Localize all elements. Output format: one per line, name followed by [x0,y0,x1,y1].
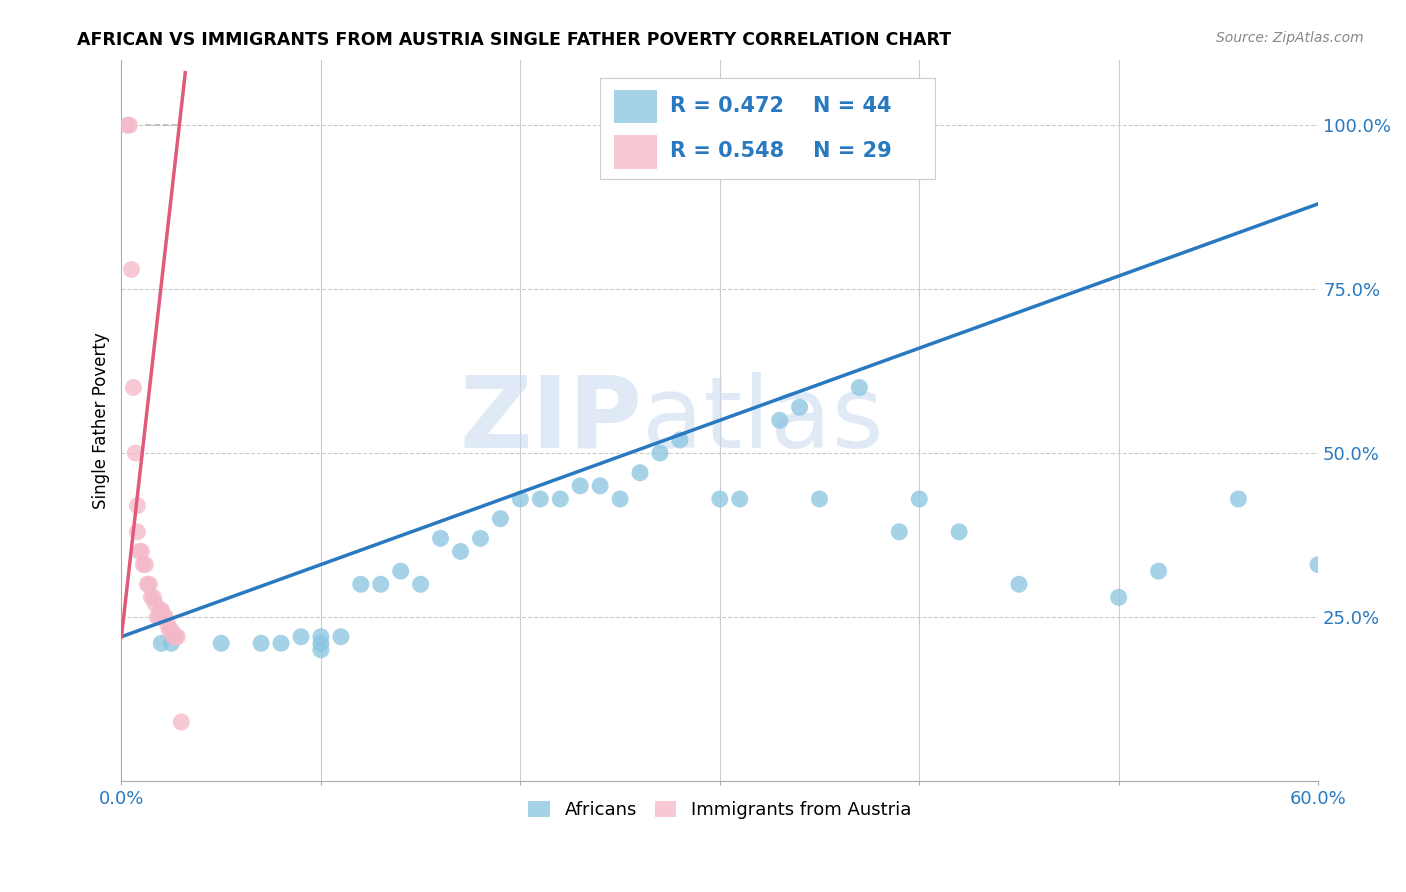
Point [728,491,751,506]
Point [170,714,193,729]
Point [470,532,492,546]
Text: ZIP: ZIP [460,372,643,469]
Point [150,603,173,617]
Point [669,433,692,447]
Point [350,577,373,591]
Point [209,636,232,650]
Point [370,577,392,591]
Point [628,466,651,480]
Y-axis label: Single Father Poverty: Single Father Poverty [93,332,110,508]
Point [152,610,174,624]
Point [120,262,142,277]
Point [143,597,166,611]
Point [609,491,631,506]
Point [270,636,292,650]
Point [389,564,412,578]
Point [948,524,970,539]
Point [141,591,163,605]
Point [1227,491,1250,506]
Point [148,610,170,624]
Point [128,544,150,558]
Point [134,558,156,572]
Point [1147,564,1170,578]
Point [489,511,512,525]
Point [127,499,149,513]
Point [166,630,188,644]
Point [848,380,870,394]
Point [150,636,173,650]
Point [529,491,551,506]
Point [118,118,141,132]
Point [290,630,312,644]
Point [309,630,332,644]
Point [329,630,352,644]
Point [131,544,153,558]
Point [127,524,149,539]
Point [157,623,180,637]
Point [309,643,332,657]
Point [709,491,731,506]
Point [409,577,432,591]
Point [142,591,165,605]
Text: AFRICAN VS IMMIGRANTS FROM AUSTRIA SINGLE FATHER POVERTY CORRELATION CHART: AFRICAN VS IMMIGRANTS FROM AUSTRIA SINGL… [77,31,952,49]
Point [155,610,177,624]
Point [808,491,831,506]
Point [429,532,451,546]
Point [160,636,183,650]
Text: atlas: atlas [643,372,883,469]
Point [648,446,671,460]
Point [122,380,145,394]
Point [156,616,179,631]
Point [548,491,571,506]
Point [569,479,592,493]
Point [124,446,146,460]
Point [768,413,790,427]
Legend: Africans, Immigrants from Austria: Africans, Immigrants from Austria [522,793,918,826]
Point [789,400,811,414]
Point [450,544,472,558]
Point [250,636,273,650]
Text: Source: ZipAtlas.com: Source: ZipAtlas.com [1216,31,1364,45]
Point [132,558,155,572]
Point [589,479,612,493]
Point [136,577,159,591]
Point [1308,558,1330,572]
Point [1008,577,1031,591]
Point [150,603,173,617]
Point [889,524,911,539]
Point [138,577,160,591]
Point [165,630,187,644]
Point [146,610,169,624]
Point [309,636,332,650]
Point [117,118,139,132]
Point [162,630,184,644]
Point [160,623,183,637]
Point [509,491,531,506]
Point [908,491,931,506]
Point [1347,118,1369,132]
Point [1108,591,1130,605]
